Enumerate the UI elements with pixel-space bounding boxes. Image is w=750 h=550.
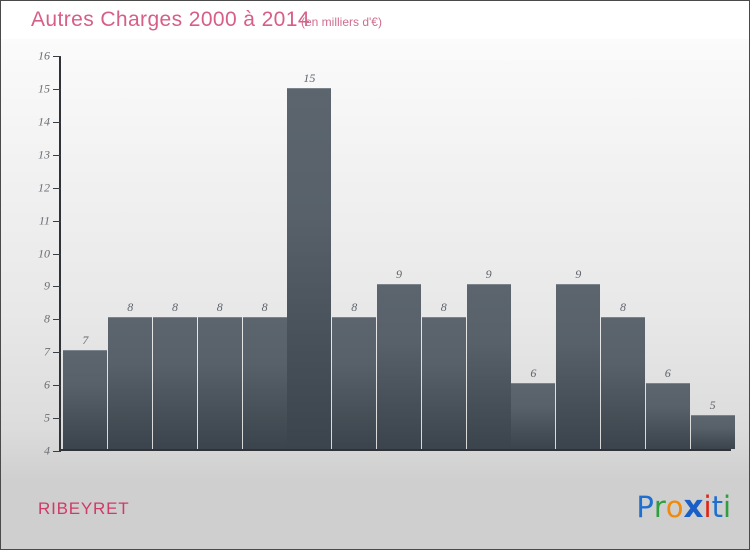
y-tick-label: 9 — [44, 278, 50, 293]
bar-value-label: 8 — [216, 300, 223, 314]
y-tick-label: 14 — [38, 114, 50, 129]
y-tick-mark — [53, 88, 61, 90]
bar[interactable] — [153, 317, 197, 449]
y-tick-label: 13 — [38, 147, 50, 162]
bar-column[interactable]: 8 — [242, 56, 287, 449]
bar-column[interactable]: 9 — [556, 56, 601, 449]
bar[interactable] — [601, 317, 645, 449]
proxiti-logo[interactable]: Proxiti — [636, 489, 731, 525]
bar[interactable] — [287, 87, 332, 449]
logo-letter-t: t — [711, 490, 723, 524]
bar-column[interactable]: 9 — [466, 56, 511, 449]
y-tick-mark — [53, 253, 61, 255]
chart-footer: RIBEYRET Proxiti — [1, 480, 749, 549]
y-tick-label: 10 — [38, 246, 50, 260]
y-tick-label: 6 — [44, 377, 50, 392]
bar[interactable] — [690, 415, 735, 449]
chart-subtitle: (en milliers d'€) — [301, 15, 382, 29]
y-tick-label: 12 — [38, 180, 50, 195]
y-tick-mark — [53, 286, 61, 288]
bar[interactable] — [377, 284, 421, 449]
bar-column[interactable]: 6 — [511, 56, 556, 449]
y-tick-mark — [53, 451, 61, 452]
bar[interactable] — [466, 284, 511, 449]
y-tick-mark — [53, 121, 61, 123]
y-tick-mark — [53, 319, 61, 321]
bar[interactable] — [511, 382, 556, 449]
bar-value-label: 5 — [709, 398, 716, 413]
y-tick-label: 11 — [38, 213, 50, 228]
bar[interactable] — [242, 317, 287, 449]
bar-value-label: 8 — [440, 300, 447, 314]
y-tick-mark — [53, 385, 61, 387]
page-title: Autres Charges 2000 à 2014 — [31, 8, 310, 31]
y-tick-mark — [53, 187, 61, 189]
bar[interactable] — [63, 349, 108, 449]
bar-value-label: 8 — [620, 300, 626, 314]
bar[interactable] — [556, 284, 601, 449]
logo-letter-p: P — [636, 490, 654, 524]
bar[interactable] — [197, 317, 242, 449]
bar-column[interactable]: 8 — [601, 56, 645, 449]
bar-column[interactable]: 8 — [108, 56, 153, 449]
bar-value-label: 7 — [82, 332, 89, 347]
bar-column[interactable]: 8 — [332, 56, 377, 449]
bar[interactable] — [645, 382, 690, 449]
bar-value-label: 9 — [396, 267, 402, 282]
y-tick-mark — [53, 418, 61, 420]
entity-name: RIBEYRET — [38, 499, 130, 518]
y-tick-label: 15 — [38, 81, 50, 96]
bar-column[interactable]: 5 — [690, 56, 735, 449]
bar-value-label: 8 — [351, 300, 358, 314]
bar-value-label: 9 — [485, 267, 492, 282]
bar-value-label: 6 — [664, 365, 671, 380]
bar-column[interactable]: 8 — [153, 56, 197, 449]
y-tick-label: 5 — [44, 410, 50, 425]
bar-column[interactable]: 8 — [421, 56, 466, 449]
bar-value-label: 8 — [172, 300, 178, 314]
bar-column[interactable]: 8 — [197, 56, 242, 449]
logo-letter-r: r — [653, 490, 666, 524]
y-tick-label: 16 — [38, 48, 50, 63]
bar-series: 7 8 8 8 8 15 8 9 8 9 6 9 8 6 5 — [61, 56, 735, 449]
x-axis-line — [59, 449, 731, 451]
logo-letter-i-second: i — [722, 490, 731, 524]
bar[interactable] — [108, 317, 153, 449]
bar[interactable] — [421, 317, 466, 449]
logo-letter-o: o — [665, 490, 684, 524]
bar-value-label: 8 — [261, 300, 268, 314]
bar-column[interactable]: 7 — [63, 56, 108, 449]
y-tick-mark — [53, 154, 61, 156]
y-tick-label: 8 — [44, 311, 50, 326]
y-tick-mark — [53, 352, 61, 354]
chart-header: Autres Charges 2000 à 2014 (en milliers … — [1, 1, 749, 39]
bar-value-label: 15 — [303, 70, 316, 85]
logo-letter-x: x — [683, 489, 704, 525]
bar-value-label: 9 — [575, 267, 582, 282]
bar[interactable] — [332, 317, 377, 449]
bar-value-label: 8 — [127, 300, 134, 314]
y-tick-label: 7 — [44, 344, 50, 359]
bar-column[interactable]: 15 — [287, 56, 332, 449]
bar-column[interactable]: 6 — [645, 56, 690, 449]
bar-value-label: 6 — [530, 365, 537, 380]
logo-letter-i-first: i — [703, 490, 712, 524]
y-tick-mark — [53, 220, 61, 222]
y-tick-label: 4 — [44, 443, 50, 458]
bar-column[interactable]: 9 — [377, 56, 421, 449]
y-tick-mark — [53, 56, 61, 57]
